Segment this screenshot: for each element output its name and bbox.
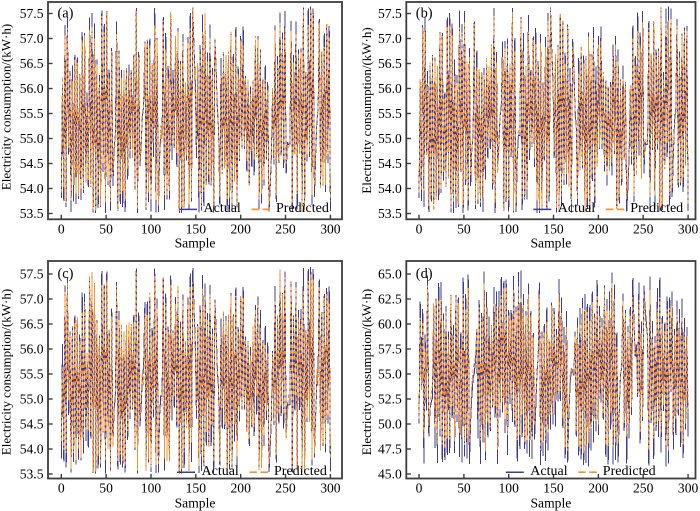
svg-text:56.0: 56.0 — [20, 342, 44, 357]
svg-text:150: 150 — [543, 481, 564, 496]
svg-text:55.0: 55.0 — [378, 131, 402, 146]
svg-text:0: 0 — [58, 221, 65, 236]
svg-text:50: 50 — [99, 221, 113, 236]
svg-text:52.5: 52.5 — [378, 392, 402, 407]
svg-text:0: 0 — [416, 481, 423, 496]
svg-text:56.5: 56.5 — [20, 317, 44, 332]
svg-text:250: 250 — [633, 221, 654, 236]
svg-text:57.5: 57.5 — [378, 342, 402, 357]
svg-text:54.0: 54.0 — [20, 442, 44, 457]
svg-text:(d): (d) — [416, 266, 433, 282]
svg-text:Sample: Sample — [531, 235, 572, 250]
svg-text:Sample: Sample — [175, 235, 216, 250]
svg-text:56.0: 56.0 — [20, 81, 44, 96]
svg-text:200: 200 — [231, 221, 252, 236]
svg-text:150: 150 — [543, 221, 564, 236]
svg-text:200: 200 — [588, 221, 609, 236]
svg-text:(c): (c) — [58, 266, 74, 282]
svg-text:Electricity consumption/(kW·h): Electricity consumption/(kW·h) — [0, 24, 14, 190]
svg-text:57.0: 57.0 — [20, 31, 44, 46]
svg-text:250: 250 — [275, 481, 296, 496]
svg-text:62.5: 62.5 — [378, 292, 402, 307]
svg-text:50.0: 50.0 — [378, 417, 402, 432]
svg-text:Predicted: Predicted — [630, 201, 683, 216]
svg-text:150: 150 — [186, 481, 207, 496]
svg-text:Sample: Sample — [175, 496, 216, 511]
svg-text:56.5: 56.5 — [20, 56, 44, 71]
svg-text:57.0: 57.0 — [20, 292, 44, 307]
svg-text:100: 100 — [499, 481, 520, 496]
svg-text:Actual: Actual — [204, 201, 241, 216]
svg-text:(b): (b) — [416, 6, 433, 22]
svg-text:55.0: 55.0 — [378, 367, 402, 382]
svg-text:57.5: 57.5 — [20, 267, 44, 282]
svg-text:55.5: 55.5 — [20, 367, 44, 382]
svg-text:300: 300 — [678, 481, 699, 496]
svg-text:Electricity consumption/(kW·h): Electricity consumption/(kW·h) — [359, 289, 374, 455]
svg-text:150: 150 — [186, 221, 207, 236]
svg-text:57.5: 57.5 — [378, 6, 402, 21]
svg-text:Actual: Actual — [530, 464, 567, 479]
svg-text:Predicted: Predicted — [276, 201, 329, 216]
svg-text:53.5: 53.5 — [378, 206, 402, 221]
svg-text:(a): (a) — [58, 6, 74, 22]
svg-text:Electricity consumption/(kW·h): Electricity consumption/(kW·h) — [0, 289, 14, 455]
svg-text:200: 200 — [231, 481, 252, 496]
svg-text:54.0: 54.0 — [20, 181, 44, 196]
svg-text:100: 100 — [499, 221, 520, 236]
svg-text:47.5: 47.5 — [378, 442, 402, 457]
svg-text:55.0: 55.0 — [20, 392, 44, 407]
svg-text:54.0: 54.0 — [378, 181, 402, 196]
svg-text:50: 50 — [457, 481, 471, 496]
svg-text:57.5: 57.5 — [20, 6, 44, 21]
svg-text:53.5: 53.5 — [20, 206, 44, 221]
svg-text:45.0: 45.0 — [378, 467, 402, 482]
svg-text:Electricity consumption/(kW·h): Electricity consumption/(kW·h) — [359, 27, 374, 193]
svg-text:60.0: 60.0 — [378, 317, 402, 332]
svg-text:55.5: 55.5 — [20, 106, 44, 121]
svg-text:250: 250 — [633, 481, 654, 496]
svg-text:300: 300 — [320, 481, 341, 496]
svg-text:0: 0 — [58, 481, 65, 496]
svg-text:300: 300 — [678, 221, 699, 236]
svg-text:56.0: 56.0 — [378, 81, 402, 96]
svg-text:54.5: 54.5 — [378, 156, 402, 171]
svg-text:100: 100 — [141, 221, 162, 236]
svg-text:53.5: 53.5 — [20, 467, 44, 482]
svg-text:50: 50 — [457, 221, 471, 236]
svg-text:Actual: Actual — [202, 464, 239, 479]
svg-text:0: 0 — [416, 221, 423, 236]
svg-text:57.0: 57.0 — [378, 31, 402, 46]
svg-text:55.5: 55.5 — [378, 106, 402, 121]
svg-text:Actual: Actual — [558, 201, 595, 216]
svg-text:100: 100 — [141, 481, 162, 496]
svg-text:Predicted: Predicted — [274, 464, 327, 479]
svg-text:65.0: 65.0 — [378, 267, 402, 282]
svg-text:250: 250 — [275, 221, 296, 236]
svg-text:Sample: Sample — [531, 496, 572, 511]
svg-text:54.5: 54.5 — [20, 156, 44, 171]
svg-text:Predicted: Predicted — [603, 464, 656, 479]
svg-text:56.5: 56.5 — [378, 56, 402, 71]
svg-text:54.5: 54.5 — [20, 417, 44, 432]
svg-text:300: 300 — [320, 221, 341, 236]
svg-text:200: 200 — [588, 481, 609, 496]
svg-text:50: 50 — [99, 481, 113, 496]
svg-text:55.0: 55.0 — [20, 131, 44, 146]
